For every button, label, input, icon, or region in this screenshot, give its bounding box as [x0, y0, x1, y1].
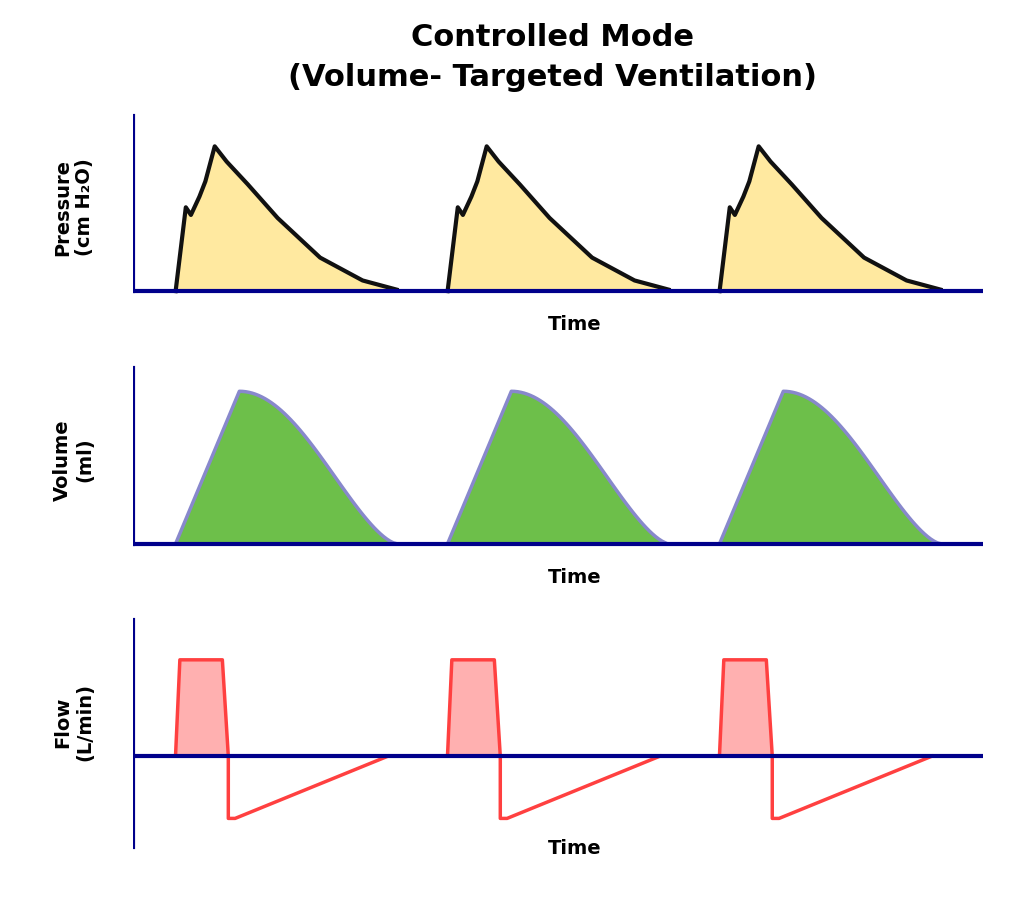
- Text: Time: Time: [548, 315, 602, 334]
- Text: Flow
(L/min): Flow (L/min): [53, 683, 94, 761]
- Polygon shape: [447, 146, 669, 291]
- Text: Volume
(ml): Volume (ml): [53, 419, 94, 501]
- Text: Controlled Mode: Controlled Mode: [412, 23, 694, 51]
- Polygon shape: [720, 660, 772, 756]
- Polygon shape: [176, 660, 228, 756]
- Polygon shape: [447, 660, 501, 756]
- Text: Pressure
(cm H₂O): Pressure (cm H₂O): [53, 159, 94, 256]
- Polygon shape: [720, 146, 941, 291]
- Text: Time: Time: [548, 840, 602, 859]
- Text: (Volume- Targeted Ventilation): (Volume- Targeted Ventilation): [289, 63, 817, 92]
- Text: Time: Time: [548, 567, 602, 586]
- Polygon shape: [176, 146, 396, 291]
